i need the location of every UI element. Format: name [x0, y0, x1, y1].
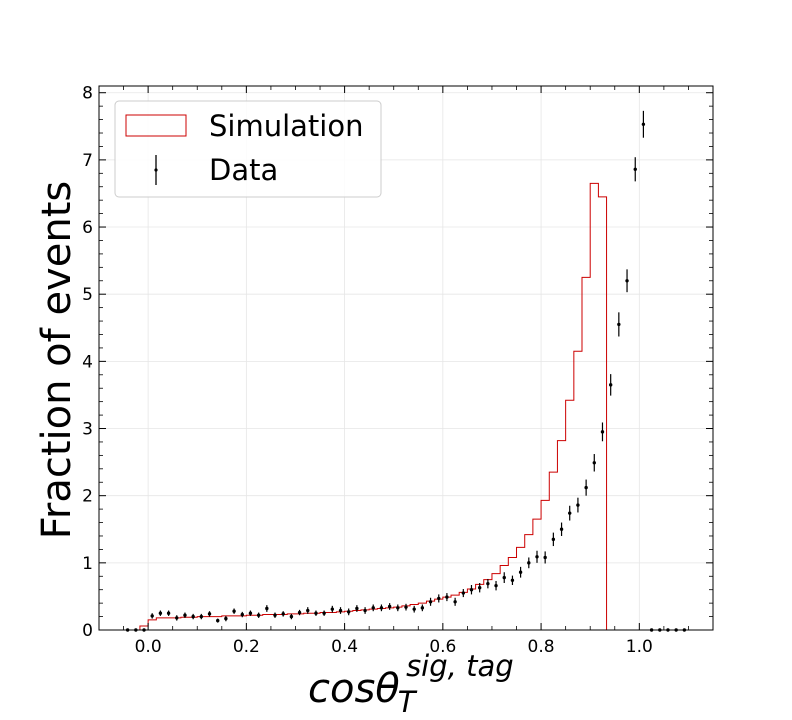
data-point: [265, 606, 269, 611]
data-point: [240, 612, 244, 617]
legend-box: [114, 100, 382, 198]
data-point: [412, 607, 416, 611]
x-tick-label: 0.0: [135, 637, 162, 657]
data-point: [396, 606, 400, 610]
data-point: [518, 570, 523, 574]
legend-data-marker: [154, 168, 158, 172]
y-tick-label: 4: [82, 352, 93, 372]
data-point: [281, 612, 285, 616]
data-point: [617, 322, 621, 327]
legend-simulation-label: Simulation: [209, 109, 363, 143]
data-point: [175, 616, 179, 620]
data-point: [437, 596, 441, 601]
data-point: [256, 613, 261, 617]
data-point: [306, 608, 310, 613]
data-point: [461, 591, 466, 595]
data-point: [625, 279, 629, 283]
data-point: [445, 595, 449, 599]
data-point: [502, 575, 506, 580]
y-tick-label: 3: [82, 420, 93, 440]
axis-ticks: 0.0 0.2 0.4 0.6 0.8 1.0 0 1 2 3 4 5 6 7 8: [82, 84, 714, 657]
data-point: [469, 588, 474, 592]
x-axis-label-superscript: sig, tag: [406, 649, 514, 683]
data-point: [355, 606, 359, 611]
plot-frame: [98, 85, 714, 631]
data-point: [191, 614, 195, 619]
data-point: [584, 485, 588, 490]
data-point: [543, 555, 547, 560]
data-point: [363, 608, 367, 613]
data-point: [477, 585, 482, 590]
legend-simulation-swatch: [125, 114, 187, 137]
data-point: [404, 605, 408, 609]
data-point: [568, 511, 572, 515]
data-point: [289, 614, 294, 619]
data-point: [183, 613, 187, 617]
data-point: [322, 611, 326, 615]
data-point: [633, 167, 637, 171]
data-point: [592, 461, 596, 465]
data-point: [379, 606, 384, 610]
data-point: [224, 616, 228, 621]
data-point: [510, 578, 515, 583]
data-point: [216, 618, 220, 623]
y-axis-label: Fraction of events: [34, 181, 80, 539]
x-tick-label: 0.6: [429, 637, 456, 657]
data-point: [608, 383, 613, 387]
data-point: [420, 606, 425, 610]
data-point: [486, 581, 490, 586]
y-tick-label: 2: [82, 487, 93, 507]
y-tick-label: 5: [82, 285, 93, 305]
data-point: [166, 611, 171, 615]
data-point: [150, 614, 154, 618]
data-point: [232, 609, 236, 613]
data-point: [494, 583, 498, 588]
data-point: [576, 503, 580, 507]
data-point: [248, 611, 253, 615]
x-tick-label: 0.8: [528, 637, 555, 657]
x-tick-label: 0.2: [233, 637, 260, 657]
data-point: [314, 611, 318, 615]
x-axis-label-base: cosθ: [308, 666, 400, 712]
data-point: [273, 613, 277, 617]
y-tick-label: 8: [82, 84, 93, 104]
legend: Simulation Data: [114, 100, 382, 198]
data-point: [207, 612, 212, 616]
x-tick-label: 1.0: [626, 637, 653, 657]
y-tick-label: 7: [82, 151, 93, 171]
data-point: [428, 600, 433, 604]
y-tick-label: 0: [82, 621, 93, 641]
data-point: [199, 614, 204, 619]
data-point: [535, 555, 539, 559]
data-point: [387, 604, 392, 609]
data-point: [527, 561, 531, 565]
data-point: [346, 610, 351, 614]
data-point: [297, 610, 302, 615]
data-point: [453, 600, 457, 604]
y-tick-label: 1: [82, 554, 93, 574]
data-series: [125, 110, 687, 632]
data-point: [330, 607, 335, 611]
legend-data-label: Data: [209, 153, 278, 187]
y-tick-label: 6: [82, 218, 93, 238]
data-point: [641, 122, 646, 126]
data-point: [551, 537, 556, 542]
x-tick-label: 0.4: [331, 637, 358, 657]
data-point: [158, 611, 163, 615]
data-point: [559, 527, 564, 531]
data-point: [338, 608, 343, 613]
data-point: [600, 430, 605, 434]
data-point: [371, 606, 375, 610]
